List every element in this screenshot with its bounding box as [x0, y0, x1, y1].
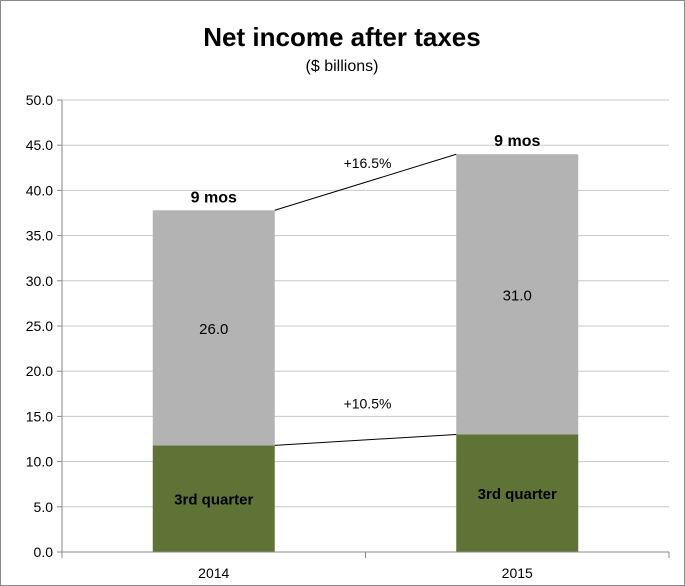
chart-title: Net income after taxes: [203, 22, 480, 52]
y-tick-label: 20.0: [26, 363, 53, 379]
bar-segment: [152, 445, 275, 552]
y-tick-label: 0.0: [34, 544, 54, 560]
y-tick-label: 30.0: [26, 273, 53, 289]
y-tick-label: 5.0: [34, 499, 54, 515]
y-tick-label: 35.0: [26, 228, 53, 244]
bar-segment-label: 26.0: [199, 321, 228, 338]
bar-segment-label: 3rd quarter: [174, 492, 253, 509]
growth-label: +16.5%: [344, 155, 392, 171]
y-tick-label: 50.0: [26, 92, 53, 108]
bar-segment-label: 3rd quarter: [478, 486, 557, 503]
bar-segment-label: 31.0: [503, 287, 532, 304]
x-tick-label: 2015: [502, 565, 533, 581]
bar-segment: [456, 154, 579, 435]
y-tick-label: 45.0: [26, 137, 53, 153]
y-axis-ticks: 0.0 5.0 10.0 15.0 20.0 25.0 30.0 35.0 40.0 45.0 50…: [26, 92, 62, 560]
growth-connectors: [274, 153, 457, 446]
bar-segment: [152, 210, 275, 446]
bar-segment: [456, 434, 579, 552]
x-tick-label: 2014: [198, 565, 229, 581]
x-axis-ticks: 2014 2015: [61, 552, 670, 581]
bar-total-label: 9 mos: [494, 133, 540, 150]
bar-total-label: 9 mos: [191, 189, 237, 206]
data-labels: 3rd quarter 26.0 9 mos 3rd quarter 31.0 9 mos…: [174, 133, 557, 508]
y-tick-label: 10.0: [26, 454, 53, 470]
chart-subtitle: ($ billions): [306, 58, 379, 75]
y-tick-label: 25.0: [26, 318, 53, 334]
y-tick-label: 40.0: [26, 182, 53, 198]
axes: [61, 100, 669, 553]
bars: [152, 154, 579, 552]
growth-connector: [274, 433, 457, 446]
y-tick-label: 15.0: [26, 408, 53, 424]
growth-label: +10.5%: [344, 395, 392, 411]
growth-connector: [274, 153, 457, 211]
